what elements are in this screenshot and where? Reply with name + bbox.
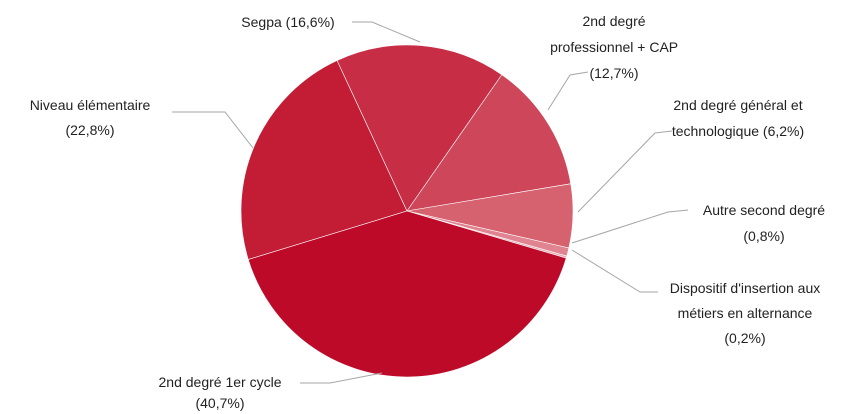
- leader-line: [172, 111, 254, 149]
- category-label: 2nd degré général et technologique: [671, 97, 803, 139]
- pie-slice: [406, 74, 572, 212]
- leader-line: [300, 372, 383, 384]
- pie-slice: [336, 44, 503, 212]
- value-label: (40,7%): [195, 395, 245, 411]
- value-label: (12,7%): [589, 65, 639, 81]
- value-label: (6,2%): [762, 123, 805, 139]
- category-label: Niveau élémentaire: [29, 97, 151, 113]
- slice-label: Dispositif d'insertion aux métiers en al…: [663, 276, 827, 351]
- value-label: (16,6%): [285, 14, 335, 30]
- category-label: 2nd degré professionnel + CAP: [550, 13, 678, 55]
- slice-label: 2nd degré général et technologique (6,2%…: [660, 92, 816, 144]
- slice-label: Niveau élémentaire (22,8%): [20, 93, 160, 143]
- leader-line: [547, 71, 589, 111]
- leader-line: [577, 130, 673, 213]
- category-label: 2nd degré 1er cycle: [158, 374, 282, 390]
- pie-slice: [240, 60, 408, 260]
- slice-label: Segpa (16,6%): [188, 10, 388, 35]
- value-label: (22,8%): [65, 122, 115, 138]
- category-label: Segpa: [241, 14, 282, 30]
- category-label: Autre second degré: [702, 202, 826, 218]
- slice-label: 2nd degré 1er cycle (40,7%): [145, 372, 295, 414]
- value-label: (0,2%): [724, 330, 766, 346]
- leader-line: [352, 21, 421, 43]
- slice-label: 2nd degré professionnel + CAP (12,7%): [539, 8, 689, 86]
- value-label: (0,8%): [743, 228, 785, 244]
- category-label: Dispositif d'insertion aux métiers en al…: [669, 280, 821, 321]
- pie-slice: [247, 210, 567, 378]
- leader-line: [571, 209, 689, 244]
- slice-label: Autre second degré (0,8%): [694, 197, 834, 249]
- leader-line: [571, 249, 658, 293]
